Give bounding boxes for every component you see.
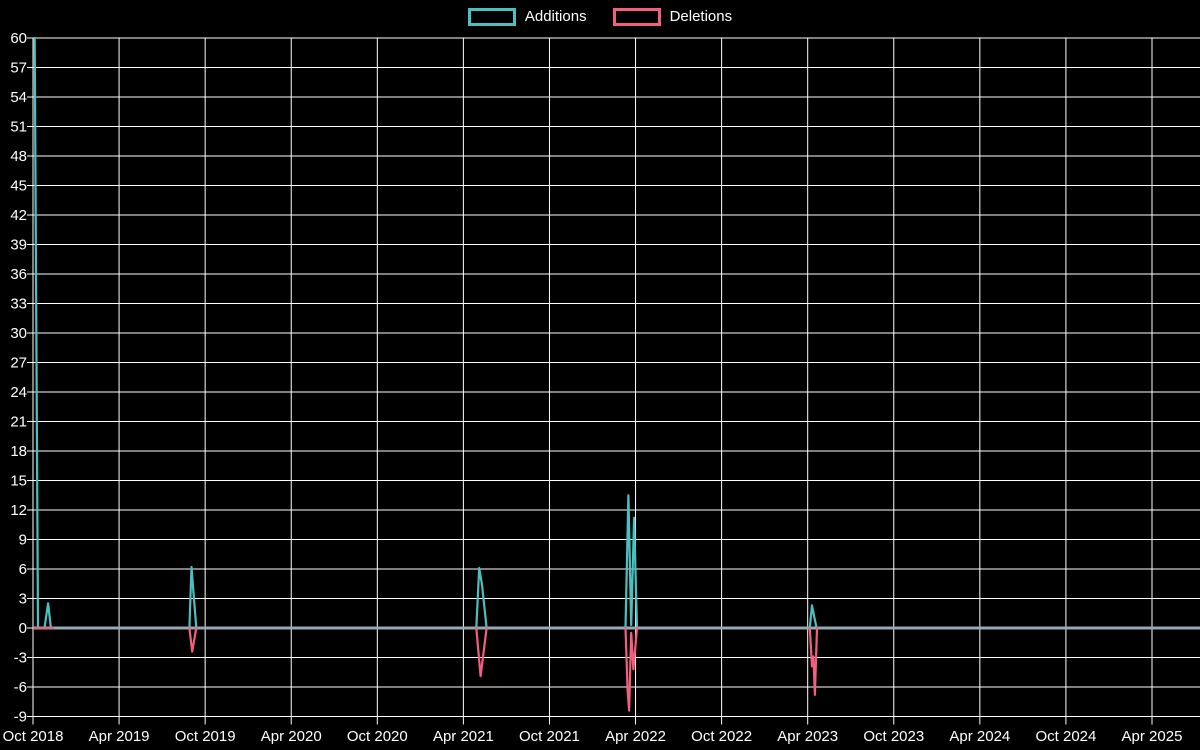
y-axis-label: 51 bbox=[10, 119, 27, 136]
y-axis-label: 24 bbox=[10, 384, 27, 401]
legend-label-additions: Additions bbox=[524, 8, 587, 25]
y-axis-label: 3 bbox=[19, 591, 27, 608]
x-axis-label: Apr 2024 bbox=[949, 728, 1010, 745]
y-axis-label: 54 bbox=[10, 89, 27, 106]
y-axis-label: -3 bbox=[14, 650, 27, 667]
y-axis-label: 36 bbox=[10, 266, 27, 283]
additions-swatch-icon bbox=[467, 8, 516, 26]
additions-line bbox=[624, 494, 639, 630]
deletions-swatch-icon bbox=[612, 8, 661, 26]
y-axis-label: 42 bbox=[10, 207, 27, 224]
x-axis-label: Oct 2022 bbox=[691, 728, 752, 745]
y-axis-label: 60 bbox=[10, 30, 27, 47]
y-axis-label: 0 bbox=[19, 620, 27, 637]
y-axis-label: 33 bbox=[10, 296, 27, 313]
y-axis-label: 15 bbox=[10, 473, 27, 490]
additions-line bbox=[188, 565, 198, 630]
y-axis-label: 48 bbox=[10, 148, 27, 165]
y-axis-label: 18 bbox=[10, 443, 27, 460]
y-axis-label: 39 bbox=[10, 237, 27, 254]
y-axis-label: 12 bbox=[10, 502, 27, 519]
x-axis-label: Apr 2025 bbox=[1122, 728, 1183, 745]
legend-item-additions[interactable]: Additions bbox=[467, 8, 587, 26]
x-axis-label: Apr 2019 bbox=[89, 728, 150, 745]
legend-label-deletions: Deletions bbox=[669, 8, 733, 25]
y-axis-label: 21 bbox=[10, 414, 27, 431]
legend-item-deletions[interactable]: Deletions bbox=[612, 8, 733, 26]
x-axis-label: Apr 2023 bbox=[777, 728, 838, 745]
x-axis-label: Oct 2019 bbox=[175, 728, 236, 745]
x-axis-label: Apr 2020 bbox=[261, 728, 322, 745]
y-axis-label: 45 bbox=[10, 178, 27, 195]
y-axis-label: 9 bbox=[19, 532, 27, 549]
y-axis-label: -9 bbox=[14, 709, 27, 726]
x-axis-label: Apr 2021 bbox=[433, 728, 494, 745]
deletions-line bbox=[188, 626, 198, 653]
chart-legend: Additions Deletions bbox=[0, 8, 1200, 26]
x-axis-label: Oct 2023 bbox=[863, 728, 924, 745]
y-axis-label: 27 bbox=[10, 355, 27, 372]
y-axis-label: -6 bbox=[14, 679, 27, 696]
y-axis-label: 30 bbox=[10, 325, 27, 342]
x-axis-label: Oct 2024 bbox=[1035, 728, 1096, 745]
x-axis-label: Oct 2020 bbox=[347, 728, 408, 745]
deletions-line bbox=[475, 626, 488, 678]
x-axis-label: Oct 2021 bbox=[519, 728, 580, 745]
y-axis-label: 6 bbox=[19, 561, 27, 578]
x-axis-label: Oct 2018 bbox=[3, 728, 64, 745]
deletions-line bbox=[624, 626, 639, 712]
deletions-line bbox=[808, 626, 819, 697]
x-axis-label: Apr 2022 bbox=[605, 728, 666, 745]
y-axis-label: 57 bbox=[10, 60, 27, 77]
additions-line bbox=[475, 566, 488, 630]
additions-line bbox=[808, 604, 818, 630]
